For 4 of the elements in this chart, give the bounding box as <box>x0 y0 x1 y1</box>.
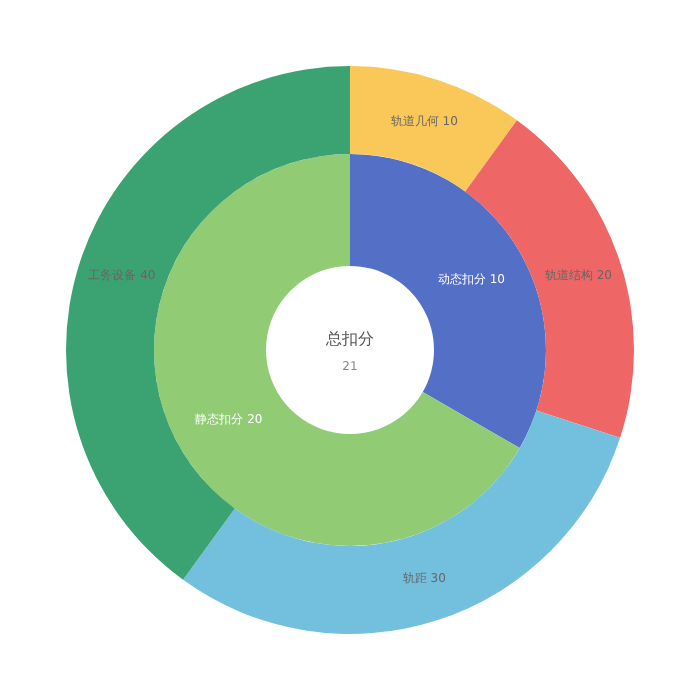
donut-slice <box>183 410 621 634</box>
donut-slice <box>154 154 520 546</box>
donut-slice <box>350 66 517 192</box>
text: 总扣分 <box>324 330 374 348</box>
